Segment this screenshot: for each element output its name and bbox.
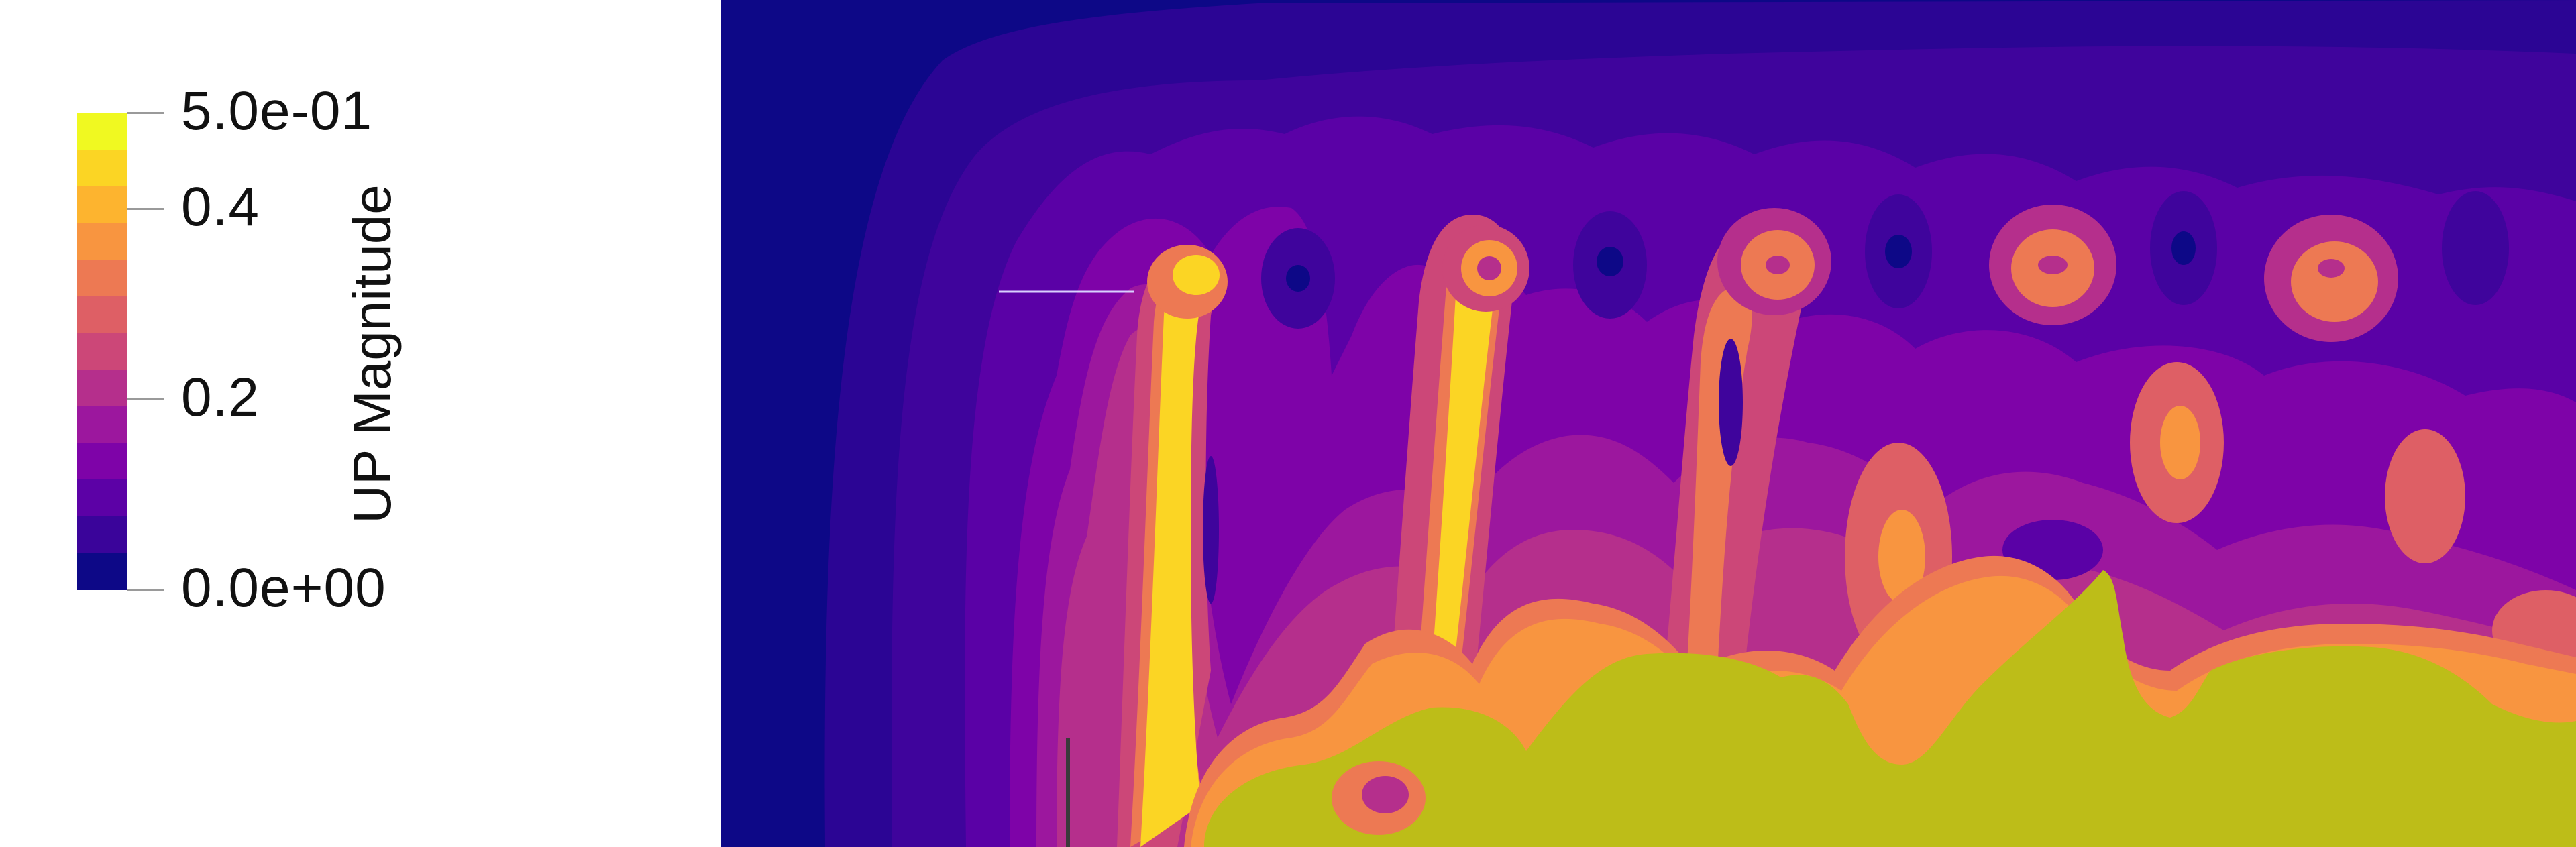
contour-blob	[2160, 406, 2200, 479]
plume-stem	[1140, 258, 1214, 847]
plume-contour-plot	[721, 0, 2576, 847]
colorbar-swatch	[77, 149, 127, 187]
colorbar-tick-label: 0.2	[181, 367, 260, 428]
colorbar	[77, 113, 127, 590]
vortex-head	[1173, 255, 1220, 295]
colorbar-min-label: 0.0e+00	[181, 557, 386, 618]
dark-eddy	[1719, 339, 1743, 466]
dark-eddy	[1286, 265, 1310, 292]
inlet-pipe	[1066, 738, 1070, 847]
colorbar-swatch	[77, 296, 127, 334]
colorbar-tick-label: 0.4	[181, 176, 260, 237]
colorbar-swatch	[77, 186, 127, 224]
colorbar-tick-mark	[127, 398, 164, 400]
colorbar-swatch	[77, 443, 127, 480]
hot-base-layer	[1204, 570, 2576, 847]
hot-blob	[1362, 776, 1409, 813]
dark-eddy	[2171, 231, 2196, 265]
vortex-head	[2318, 259, 2345, 278]
dark-eddy	[2442, 191, 2509, 305]
vortex-head	[2038, 256, 2068, 274]
colorbar-swatch	[77, 223, 127, 260]
vortex-head	[1766, 256, 1790, 274]
colorbar-swatch	[77, 406, 127, 444]
colorbar-swatch	[77, 516, 127, 554]
colorbar-tick-mark	[127, 589, 164, 591]
contour-blob	[2385, 429, 2465, 563]
scalar-bar-legend: 5.0e-01 0.4 0.2 0.0e+00 UP Magnitude	[0, 0, 721, 847]
colorbar-tick-mark	[127, 208, 164, 210]
render-view[interactable]	[721, 0, 2576, 847]
colorbar-swatch	[77, 259, 127, 297]
contour-blob	[1878, 510, 1925, 604]
colorbar-swatch	[77, 333, 127, 370]
colorbar-swatch	[77, 553, 127, 590]
colorbar-swatch	[77, 369, 127, 407]
colorbar-swatch	[77, 479, 127, 517]
dark-eddy	[1597, 247, 1623, 276]
colorbar-tick-mark	[127, 112, 164, 114]
dark-eddy	[1203, 456, 1219, 604]
colorbar-swatch	[77, 113, 127, 150]
dark-eddy	[1885, 235, 1912, 268]
colorbar-title: UP Magnitude	[342, 184, 402, 524]
vortex-head	[1477, 256, 1501, 280]
colorbar-max-label: 5.0e-01	[181, 80, 373, 142]
vortex-head	[2291, 241, 2378, 322]
